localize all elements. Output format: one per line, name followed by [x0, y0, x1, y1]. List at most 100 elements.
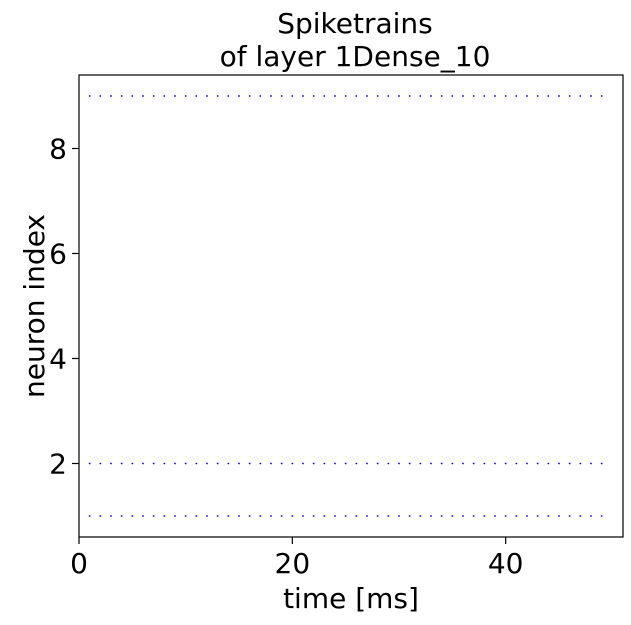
spike-point — [280, 95, 283, 97]
spike-point — [88, 95, 91, 97]
spike-point — [312, 515, 315, 517]
spike-point — [462, 95, 464, 97]
spike-point — [195, 95, 198, 97]
spike-point — [494, 462, 496, 465]
spike-point — [152, 515, 155, 517]
y-axis-label: neuron index — [18, 214, 51, 398]
spike-point — [440, 462, 443, 465]
spike-point — [110, 515, 112, 517]
spike-point — [451, 462, 454, 465]
spike-point — [568, 515, 571, 517]
spike-point — [206, 95, 208, 97]
spike-point — [590, 462, 592, 465]
spike-point — [355, 462, 358, 465]
spike-point — [88, 462, 91, 465]
spike-point — [398, 515, 400, 517]
spike-point — [526, 515, 528, 517]
spike-point — [312, 95, 315, 97]
spike-point — [334, 462, 336, 465]
spike-point — [387, 95, 390, 97]
spike-point — [579, 515, 582, 517]
spike-point — [568, 462, 571, 465]
spike-point — [483, 515, 486, 517]
spike-point — [526, 462, 528, 465]
x-tick-label: 0 — [70, 547, 88, 580]
spike-point — [430, 462, 432, 465]
x-axis-ticks: 0 20 40 — [70, 537, 523, 580]
spike-point — [483, 462, 486, 465]
spike-point — [558, 95, 560, 97]
spike-point — [163, 462, 166, 465]
spike-point — [398, 95, 400, 97]
spike-point — [590, 95, 592, 97]
spike-point — [515, 462, 518, 465]
spike-point — [259, 462, 262, 465]
spike-point — [547, 515, 550, 517]
spike-point — [451, 515, 454, 517]
spike-point — [366, 462, 368, 465]
chart-title-line-1: Spiketrains — [277, 7, 433, 40]
x-tick-label: 20 — [275, 547, 311, 580]
spike-point — [334, 515, 336, 517]
spike-point — [227, 462, 230, 465]
spike-marks — [88, 95, 603, 517]
spike-point — [312, 462, 315, 465]
spike-point — [270, 95, 272, 97]
spike-point — [536, 95, 539, 97]
spike-point — [120, 95, 123, 97]
spike-point — [238, 515, 240, 517]
spike-point — [430, 515, 432, 517]
spike-point — [120, 462, 123, 465]
spike-point — [600, 95, 603, 97]
spike-point — [110, 462, 112, 465]
spike-point — [419, 462, 422, 465]
spike-point — [547, 95, 550, 97]
spike-point — [152, 95, 155, 97]
spike-point — [259, 515, 262, 517]
spike-point — [462, 515, 464, 517]
spike-point — [494, 95, 496, 97]
spike-point — [206, 462, 208, 465]
spike-point — [376, 515, 379, 517]
spike-point — [163, 95, 166, 97]
spike-point — [248, 462, 251, 465]
spike-point — [408, 515, 411, 517]
spike-point — [174, 95, 176, 97]
spike-point — [536, 515, 539, 517]
spike-point — [536, 462, 539, 465]
spike-point — [376, 95, 379, 97]
spike-point — [344, 462, 347, 465]
spike-point — [120, 515, 123, 517]
spike-point — [387, 462, 390, 465]
spike-point — [440, 95, 443, 97]
spike-point — [344, 95, 347, 97]
spike-point — [376, 462, 379, 465]
spike-point — [163, 515, 166, 517]
spike-point — [142, 515, 144, 517]
spike-point — [334, 95, 336, 97]
spike-point — [515, 95, 518, 97]
spike-point — [494, 515, 496, 517]
spike-point — [472, 462, 475, 465]
spike-point — [568, 95, 571, 97]
spike-point — [398, 462, 400, 465]
spike-point — [344, 515, 347, 517]
spike-point — [515, 515, 518, 517]
spike-point — [419, 515, 422, 517]
spike-point — [238, 95, 240, 97]
spike-point — [355, 95, 358, 97]
spike-point — [195, 462, 198, 465]
spike-point — [88, 515, 91, 517]
spike-point — [323, 462, 326, 465]
spike-point — [216, 95, 219, 97]
spike-point — [152, 462, 155, 465]
spike-point — [110, 95, 112, 97]
spike-point — [248, 515, 251, 517]
spike-point — [270, 462, 272, 465]
spike-point — [419, 95, 422, 97]
plot-frame — [78, 74, 624, 538]
spike-point — [600, 462, 603, 465]
spike-point — [206, 515, 208, 517]
spike-point — [579, 462, 582, 465]
